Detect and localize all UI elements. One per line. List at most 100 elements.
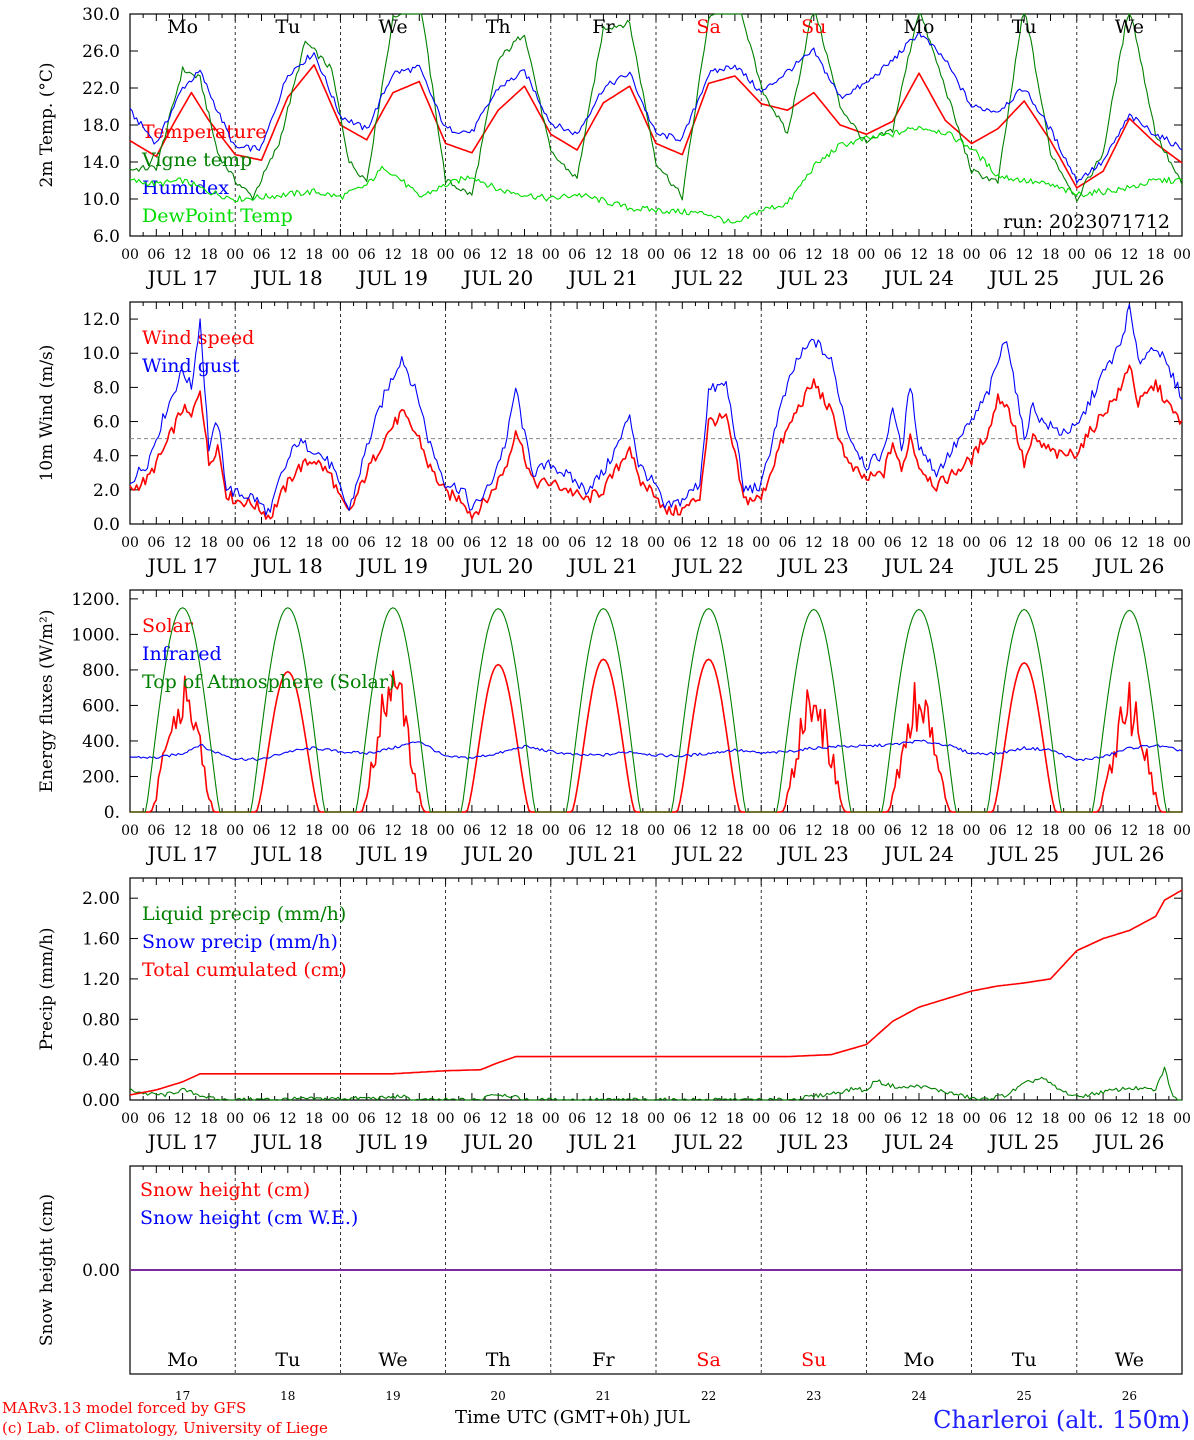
- hour-label: 12: [279, 823, 297, 839]
- date-label: JUL 22: [672, 842, 744, 866]
- date-label: JUL 21: [566, 554, 638, 578]
- hour-label: 00: [437, 1111, 455, 1127]
- hour-label: 06: [989, 823, 1007, 839]
- hour-label: 00: [331, 247, 349, 263]
- hour-label: 06: [463, 535, 481, 551]
- hour-label: 12: [1120, 1111, 1138, 1127]
- hour-label: 12: [489, 823, 507, 839]
- day-label: Mo: [904, 16, 935, 38]
- day-label: We: [1115, 1349, 1144, 1371]
- hour-label: 18: [831, 823, 849, 839]
- series-line-green: [130, 607, 1182, 813]
- hour-label: 12: [700, 1111, 718, 1127]
- y-axis-label: 10m Wind (m/s): [37, 345, 57, 482]
- hour-label: 06: [358, 247, 376, 263]
- hour-label: 06: [463, 823, 481, 839]
- hour-label: 06: [253, 823, 271, 839]
- hour-label: 06: [884, 247, 902, 263]
- y-tick-label: 0.: [104, 803, 120, 823]
- date-label: JUL 19: [356, 1130, 428, 1154]
- panel-4: 0.00 0.40 0.80 1.20 1.60 2.00 Precip (mm/h) Liq…: [37, 877, 1191, 1154]
- hour-label: 18: [726, 535, 744, 551]
- date-label: JUL 20: [461, 554, 533, 578]
- y-axis-label: Snow height (cm): [37, 1194, 57, 1346]
- hour-label: 12: [1120, 823, 1138, 839]
- legend-entry: Top of Atmosphere (Solar): [142, 671, 395, 693]
- legend-entry: Snow height (cm W.E.): [140, 1207, 358, 1229]
- day-label: Th: [486, 16, 511, 38]
- hour-label: 18: [516, 823, 534, 839]
- hour-label: 00: [963, 535, 981, 551]
- y-tick-label: 0.00: [82, 1261, 120, 1281]
- day-label: Tu: [1012, 16, 1037, 38]
- hour-label: 12: [489, 535, 507, 551]
- y-tick-label: 10.0: [82, 344, 120, 364]
- hour-label: 12: [805, 247, 823, 263]
- hour-label: 18: [410, 1111, 428, 1127]
- day-label: Fr: [592, 16, 615, 38]
- legend-entry: Temperature: [142, 121, 266, 143]
- y-tick-label: 800.: [82, 661, 120, 681]
- hour-label: 00: [542, 1111, 560, 1127]
- day-number-label: 22: [701, 1389, 716, 1403]
- hour-label: 00: [1173, 823, 1191, 839]
- hour-label: 18: [726, 1111, 744, 1127]
- hour-label: 00: [437, 247, 455, 263]
- day-label: Mo: [904, 1349, 935, 1371]
- hour-label: 00: [226, 535, 244, 551]
- panel-1: 6.0 10.0 14.0 18.0 22.0 26.0 30.0 2m Temp. (°C)…: [37, 5, 1191, 290]
- hour-label: 06: [779, 247, 797, 263]
- hour-label: 12: [384, 823, 402, 839]
- hour-label: 18: [200, 823, 218, 839]
- hour-label: 00: [857, 535, 875, 551]
- day-label: We: [1115, 16, 1144, 38]
- hour-label: 06: [673, 247, 691, 263]
- hour-label: 18: [200, 535, 218, 551]
- hour-label: 18: [831, 247, 849, 263]
- series-line-green: [129, 1066, 1182, 1101]
- hour-label: 18: [621, 823, 639, 839]
- hour-label: 12: [384, 247, 402, 263]
- date-label: JUL 19: [356, 842, 428, 866]
- date-label: JUL 17: [146, 554, 218, 578]
- day-number-label: 18: [280, 1389, 295, 1403]
- y-tick-label: 14.0: [82, 153, 120, 173]
- date-label: JUL 22: [672, 554, 744, 578]
- hour-label: 12: [279, 1111, 297, 1127]
- hour-label: 06: [253, 535, 271, 551]
- date-label: JUL 22: [672, 266, 744, 290]
- hour-label: 12: [1015, 247, 1033, 263]
- hour-label: 06: [568, 823, 586, 839]
- hour-label: 00: [542, 247, 560, 263]
- hour-label: 18: [726, 247, 744, 263]
- series-line-lightgreen: [129, 125, 1183, 224]
- hour-label: 12: [174, 247, 192, 263]
- hour-label: 06: [358, 1111, 376, 1127]
- hour-label: 06: [989, 247, 1007, 263]
- panel-2: 0.0 2.0 4.0 6.0 8.0 10.0 12.0 10m Wind (m/s) Win…: [37, 301, 1191, 578]
- hour-label: 18: [305, 823, 323, 839]
- hour-label: 00: [437, 823, 455, 839]
- day-label: Sa: [696, 16, 720, 38]
- hour-label: 00: [121, 1111, 139, 1127]
- date-label: JUL 18: [251, 842, 323, 866]
- hour-label: 18: [516, 1111, 534, 1127]
- hour-label: 06: [779, 535, 797, 551]
- hour-label: 12: [489, 247, 507, 263]
- hour-label: 12: [594, 247, 612, 263]
- hour-label: 00: [226, 247, 244, 263]
- hour-label: 00: [1068, 247, 1086, 263]
- day-label: We: [378, 16, 407, 38]
- date-label: JUL 23: [777, 266, 849, 290]
- hour-label: 18: [1147, 823, 1165, 839]
- date-label: JUL 25: [987, 842, 1059, 866]
- date-label: JUL 26: [1092, 1130, 1164, 1154]
- hour-label: 06: [779, 823, 797, 839]
- hour-label: 12: [594, 823, 612, 839]
- hour-label: 00: [1068, 823, 1086, 839]
- y-tick-label: 0.0: [93, 515, 120, 535]
- hour-label: 12: [805, 823, 823, 839]
- hour-label: 12: [1015, 535, 1033, 551]
- hour-label: 00: [752, 247, 770, 263]
- date-label: JUL 21: [566, 266, 638, 290]
